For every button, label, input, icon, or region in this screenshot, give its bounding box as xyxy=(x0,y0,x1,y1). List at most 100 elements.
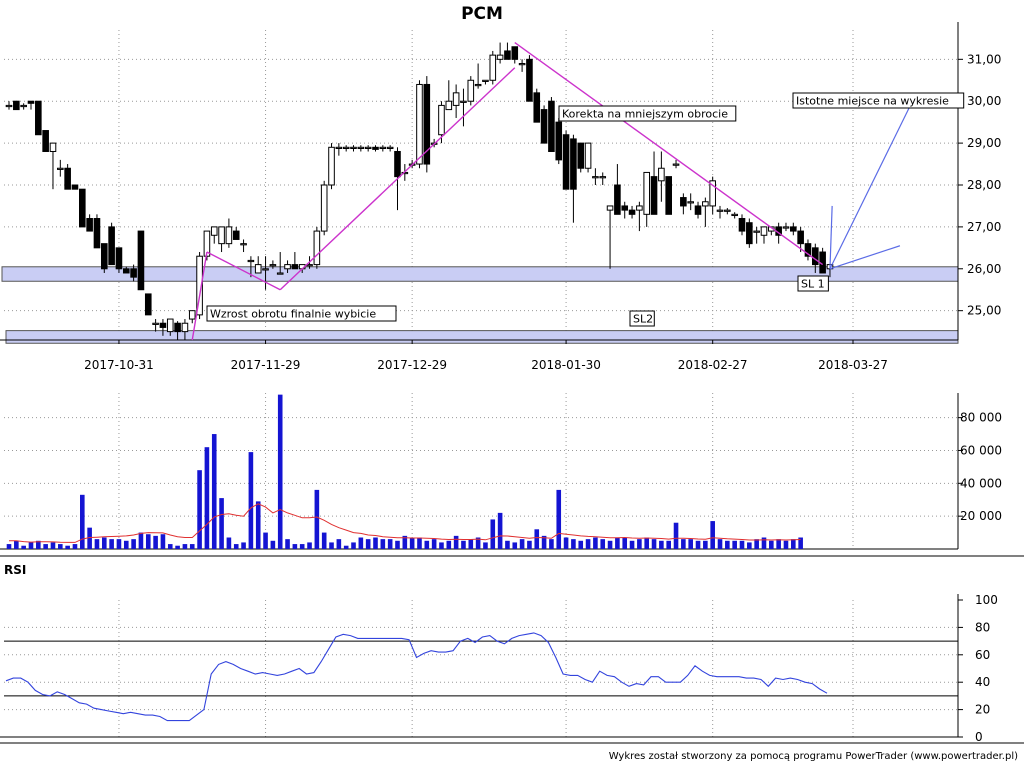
candle-body xyxy=(504,50,511,60)
volume-bar xyxy=(644,537,650,549)
volume-y-label: 40 000 xyxy=(960,476,1002,490)
candle-body xyxy=(166,318,174,333)
volume-bar xyxy=(468,539,474,549)
rsi-y-label: 0 xyxy=(975,730,983,744)
zone-sl2 xyxy=(5,330,959,344)
volume-bar xyxy=(783,540,789,549)
volume-bar xyxy=(681,539,686,549)
volume-bar xyxy=(549,539,554,549)
volume-bar xyxy=(270,540,276,549)
candle-body xyxy=(621,205,629,211)
volume-bar xyxy=(593,537,598,549)
candle-body xyxy=(694,205,702,215)
candle-body xyxy=(188,310,196,320)
candle-body xyxy=(702,201,709,207)
candle-body xyxy=(64,167,71,190)
candle-body xyxy=(423,83,431,165)
candle-body xyxy=(394,150,401,178)
volume-bar xyxy=(219,498,224,549)
price-y-label: 26,00 xyxy=(967,262,1001,276)
volume-bar xyxy=(72,544,78,549)
rsi-y-label: 100 xyxy=(975,593,998,607)
volume-bar xyxy=(769,540,774,549)
trendline xyxy=(191,251,208,341)
volume-bar xyxy=(717,539,723,549)
candle-body xyxy=(335,146,343,149)
candle-body xyxy=(386,146,394,149)
volume-bar xyxy=(175,545,180,549)
rsi-y-label: 20 xyxy=(975,703,990,717)
x-tick-label: 2017-11-29 xyxy=(231,358,301,372)
candle-body xyxy=(790,226,797,232)
price-y-label: 30,00 xyxy=(967,94,1001,108)
volume-bar xyxy=(321,532,327,549)
candle-body xyxy=(379,146,387,149)
candle-body xyxy=(577,142,585,169)
volume-bar xyxy=(527,540,532,549)
volume-bar xyxy=(695,540,701,549)
volume-bar xyxy=(94,539,100,549)
candle-body xyxy=(100,243,108,270)
volume-bar xyxy=(534,529,540,549)
annotation-korekta: Korekta na mniejszym obrocie xyxy=(562,108,728,121)
candle-body xyxy=(122,268,130,274)
candle-body xyxy=(687,201,694,204)
price-y-label: 29,00 xyxy=(967,136,1001,150)
volume-bar xyxy=(666,540,671,549)
volume-bar xyxy=(336,539,342,549)
annotation-istotne-box xyxy=(792,92,965,109)
candle-body xyxy=(328,146,335,186)
volume-bar xyxy=(754,539,759,549)
volume-bar xyxy=(497,512,503,549)
candle-body xyxy=(760,226,768,236)
chart-title: PCM xyxy=(461,4,503,24)
annotation-sl2-box xyxy=(629,310,655,327)
x-tick-label: 2017-10-31 xyxy=(84,358,154,372)
candle-body xyxy=(533,92,541,123)
volume-bar xyxy=(747,542,752,549)
annotation-sl2: SL2 xyxy=(633,313,653,326)
volume-bar xyxy=(233,544,239,549)
candle-body xyxy=(181,322,189,333)
volume-bar xyxy=(358,537,364,549)
volume-bar xyxy=(116,539,122,549)
candle-body xyxy=(606,205,614,211)
volume-bar xyxy=(314,489,320,549)
candle-body xyxy=(614,184,621,215)
trendline xyxy=(279,67,516,291)
candle-body xyxy=(291,264,299,270)
volume-bar xyxy=(732,540,737,549)
candle-body xyxy=(13,100,20,111)
candle-body xyxy=(782,226,790,229)
volume-bar xyxy=(329,542,334,549)
candle-body xyxy=(313,230,321,266)
candles xyxy=(5,42,834,340)
candle-body xyxy=(482,79,489,82)
candle-body xyxy=(797,230,804,245)
volume-bar xyxy=(409,537,415,549)
volume-bar xyxy=(131,539,136,549)
volume-bar xyxy=(446,540,452,549)
volume-bar xyxy=(453,535,459,549)
rsi-title: RSI xyxy=(4,563,26,577)
x-tick-label: 2018-02-27 xyxy=(678,358,748,372)
candle-body xyxy=(247,259,255,263)
volume-bar xyxy=(380,539,386,549)
candle-body xyxy=(350,146,357,149)
volume-bar xyxy=(761,537,767,549)
volume-bar xyxy=(145,534,151,549)
volume-bar xyxy=(36,540,41,549)
annotation-wzrost: Wzrost obrotu finalnie wybicie xyxy=(210,308,376,321)
candle-body xyxy=(196,255,203,316)
candle-body xyxy=(5,104,13,108)
volume-moving-average xyxy=(9,503,801,543)
volume-bar xyxy=(204,447,210,549)
candle-body xyxy=(372,146,379,150)
volume-bar xyxy=(80,494,85,549)
volume-bar xyxy=(182,544,188,549)
volume-bar xyxy=(395,540,400,549)
x-tick-label: 2018-01-30 xyxy=(531,358,601,372)
price-y-label: 27,00 xyxy=(967,220,1001,234)
